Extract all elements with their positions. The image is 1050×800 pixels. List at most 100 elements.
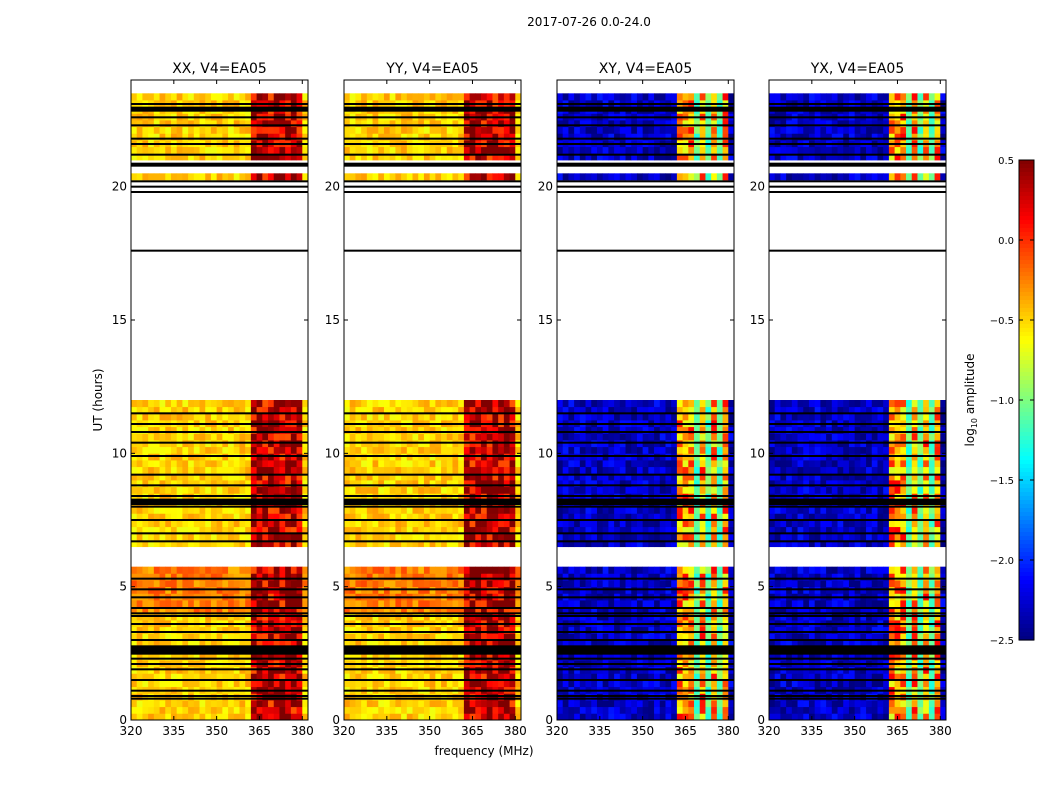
heatmap-cell xyxy=(159,566,166,574)
heatmap-cell xyxy=(654,473,661,481)
heatmap-cell xyxy=(636,700,644,708)
heatmap-cell xyxy=(412,93,419,101)
heatmap-cell xyxy=(199,540,206,548)
heatmap-cell xyxy=(498,446,505,454)
heatmap-cell xyxy=(716,606,723,614)
heatmap-cell xyxy=(503,673,510,681)
heatmap-cell xyxy=(159,433,166,441)
heatmap-cell xyxy=(579,433,586,441)
heatmap-cell xyxy=(228,486,235,494)
heatmap-cell xyxy=(290,173,297,181)
flag-line xyxy=(344,519,521,521)
heatmap-cell xyxy=(142,713,149,721)
heatmap-cell xyxy=(631,460,638,468)
heatmap-cell xyxy=(486,413,493,421)
heatmap-cell xyxy=(557,540,564,548)
heatmap-cell xyxy=(199,433,206,441)
heatmap-cell xyxy=(412,426,419,434)
heatmap-cell xyxy=(296,653,303,661)
heatmap-cell xyxy=(705,633,712,641)
heatmap-cell xyxy=(136,640,143,648)
heatmap-cell xyxy=(361,713,368,721)
x-tick-label: 365 xyxy=(461,724,484,738)
heatmap-cell xyxy=(401,466,408,474)
heatmap-cell xyxy=(492,173,499,181)
heatmap-cell xyxy=(256,426,263,434)
heatmap-cell xyxy=(372,400,379,408)
heatmap-cell xyxy=(412,633,419,641)
heatmap-cell xyxy=(503,626,510,634)
heatmap-cell xyxy=(188,460,195,468)
heatmap-cell xyxy=(378,700,385,708)
heatmap-cell xyxy=(176,400,183,408)
heatmap-cell xyxy=(585,653,592,661)
heatmap-cell xyxy=(486,120,493,128)
heatmap-cell xyxy=(199,633,206,641)
heatmap-cell xyxy=(193,640,200,648)
heatmap-cell xyxy=(361,673,368,681)
heatmap-cell xyxy=(182,173,189,181)
heatmap-cell xyxy=(296,400,303,408)
heatmap-cell xyxy=(418,413,425,421)
heatmap-cell xyxy=(642,673,649,681)
heatmap-cell xyxy=(176,133,183,141)
heatmap-cell xyxy=(557,480,564,488)
heatmap-cell xyxy=(591,506,598,514)
heatmap-cell xyxy=(233,460,240,468)
heatmap-cell xyxy=(423,626,431,634)
heatmap-cell xyxy=(463,173,471,181)
heatmap-cell xyxy=(446,606,453,614)
heatmap-cell xyxy=(279,486,286,494)
heatmap-cell xyxy=(585,600,592,608)
heatmap-cell xyxy=(458,93,465,101)
heatmap-cell xyxy=(492,713,499,721)
heatmap-cell xyxy=(268,513,275,521)
heatmap-cell xyxy=(728,526,735,534)
heatmap-cell xyxy=(579,460,586,468)
heatmap-cell xyxy=(728,580,735,588)
heatmap-cell xyxy=(642,600,649,608)
heatmap-cell xyxy=(602,640,609,648)
heatmap-cell xyxy=(631,713,638,721)
heatmap-cell xyxy=(302,473,309,481)
heatmap-cell xyxy=(285,446,292,454)
heatmap-cell xyxy=(165,133,172,141)
heatmap-cell xyxy=(636,573,644,581)
heatmap-cell xyxy=(159,653,166,661)
heatmap-cell xyxy=(423,480,431,488)
heatmap-cell xyxy=(199,406,206,414)
heatmap-cell xyxy=(395,673,402,681)
heatmap-cell xyxy=(279,600,286,608)
heatmap-cell xyxy=(395,146,402,154)
heatmap-cell xyxy=(148,480,155,488)
heatmap-cell xyxy=(366,713,373,721)
heatmap-cell xyxy=(591,573,598,581)
heatmap-cell xyxy=(290,433,297,441)
heatmap-cell xyxy=(302,153,309,161)
heatmap-cell xyxy=(515,606,522,614)
heatmap-cell xyxy=(682,446,689,454)
heatmap-cell xyxy=(222,626,229,634)
heatmap-cell xyxy=(285,540,292,548)
heatmap-cell xyxy=(423,713,431,721)
heatmap-cell xyxy=(256,173,263,181)
heatmap-cell xyxy=(475,713,482,721)
heatmap-cell xyxy=(631,473,638,481)
heatmap-cell xyxy=(648,680,655,688)
heatmap-cell xyxy=(486,633,493,641)
heatmap-cell xyxy=(631,520,638,528)
heatmap-cell xyxy=(142,460,149,468)
heatmap-cell xyxy=(659,626,666,634)
heatmap-cell xyxy=(654,680,661,688)
heatmap-cell xyxy=(165,173,172,181)
heatmap-cell xyxy=(355,173,362,181)
heatmap-cell xyxy=(469,706,476,714)
heatmap-cell xyxy=(688,580,695,588)
heatmap-cell xyxy=(176,540,183,548)
heatmap-cell xyxy=(302,93,309,101)
heatmap-cell xyxy=(372,520,379,528)
heatmap-cell xyxy=(602,706,609,714)
heatmap-cell xyxy=(233,626,240,634)
heatmap-cell xyxy=(193,526,200,534)
heatmap-cell xyxy=(389,406,396,414)
